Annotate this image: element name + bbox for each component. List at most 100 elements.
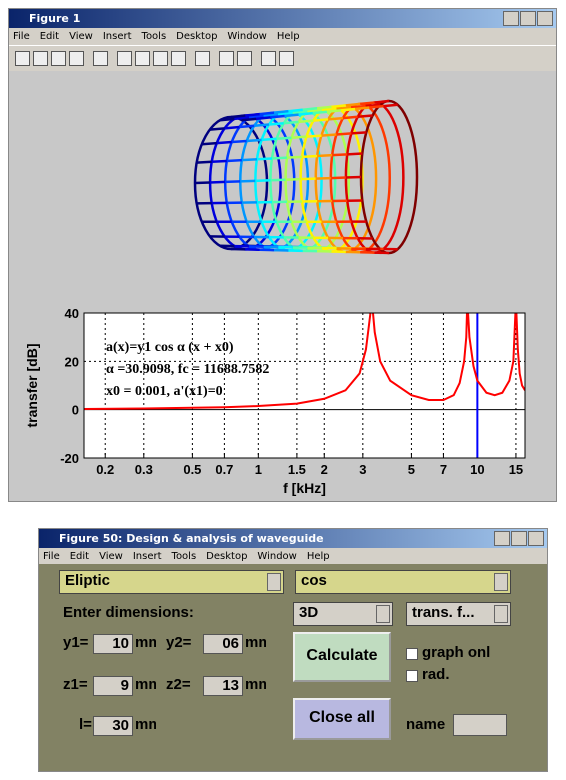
menu-item[interactable]: View — [99, 551, 123, 562]
tool-icon[interactable] — [69, 51, 84, 66]
menu-item[interactable]: Tools — [142, 31, 167, 42]
tool-icon[interactable] — [15, 51, 30, 66]
tool-icon[interactable] — [219, 51, 234, 66]
menu-item[interactable]: Help — [277, 31, 300, 42]
annotation: a(x)=y1 cos α (x + x0) — [106, 340, 234, 355]
tool-icon[interactable] — [93, 51, 108, 66]
minimize[interactable] — [503, 11, 519, 26]
tool-icon[interactable] — [51, 51, 66, 66]
surface-line — [262, 139, 277, 140]
minimize[interactable] — [494, 531, 510, 546]
menu-item[interactable]: File — [13, 31, 30, 42]
maximize[interactable] — [520, 11, 536, 26]
x-tick-label: 3 — [359, 462, 366, 477]
edit-box[interactable] — [453, 714, 507, 736]
maximize[interactable] — [511, 531, 527, 546]
surface-line — [327, 110, 341, 111]
edit-box[interactable]: 13 — [203, 676, 243, 696]
checkbox[interactable]: rad. — [406, 666, 450, 683]
view-popup[interactable]: 3D — [293, 602, 393, 626]
plot: 0.20.30.50.711.523571015-2002040a(x)=y1 … — [9, 71, 556, 501]
x-axis-label: f [kHz] — [283, 480, 326, 496]
screenshot: Figure 1 File Edit View Insert Tools Desktop W… — [0, 0, 566, 780]
surface-line — [231, 116, 245, 117]
menu-item[interactable]: Window — [227, 31, 266, 42]
surface-line — [255, 180, 270, 181]
edit-box[interactable]: 9 — [93, 676, 133, 696]
surface-line — [384, 105, 398, 106]
y-tick-label: -20 — [60, 451, 79, 466]
surface-line — [301, 179, 316, 180]
x-tick-label: 0.5 — [183, 462, 201, 477]
menu-item[interactable]: Window — [257, 551, 296, 562]
tool-icon[interactable] — [237, 51, 252, 66]
menu-item[interactable]: View — [69, 31, 93, 42]
annotation: x0 = 0.001, a'(x1)=0 — [106, 384, 223, 399]
tool-icon[interactable] — [171, 51, 186, 66]
label: z1= — [63, 676, 88, 693]
surface-line — [341, 109, 355, 110]
tool-icon[interactable] — [135, 51, 150, 66]
surface-line — [317, 107, 331, 108]
unit: mm — [245, 676, 266, 693]
calculate-button[interactable]: Calculate — [293, 632, 391, 682]
checkbox[interactable]: graph onl — [406, 644, 490, 661]
tool-icon[interactable] — [117, 51, 132, 66]
tool-icon[interactable] — [153, 51, 168, 66]
unit: mm — [135, 634, 156, 651]
tool-icon[interactable] — [279, 51, 294, 66]
shape-popup[interactable]: Eliptic — [59, 570, 284, 594]
tool-icon[interactable] — [33, 51, 48, 66]
surface-line — [317, 155, 332, 156]
surface-line — [321, 134, 336, 135]
tool-icon[interactable] — [195, 51, 210, 66]
close[interactable] — [528, 531, 544, 546]
surface-line — [270, 116, 284, 117]
surface-line — [256, 117, 270, 118]
surface-line — [375, 101, 389, 102]
tool-icon[interactable] — [261, 51, 276, 66]
surface-line — [217, 142, 232, 143]
menu-item[interactable]: Desktop — [176, 31, 217, 42]
menu-item[interactable]: File — [43, 551, 60, 562]
menu-item[interactable]: Edit — [40, 31, 59, 42]
surface-line — [210, 128, 225, 129]
gui-body: Eliptic cos Enter dimensions: 3D trans. … — [39, 564, 547, 771]
edit-box[interactable]: 10 — [93, 634, 133, 654]
menu-item[interactable]: Insert — [133, 551, 162, 562]
surface-line — [285, 115, 299, 116]
menu-item[interactable]: Edit — [70, 551, 89, 562]
x-tick-label: 0.2 — [96, 462, 114, 477]
function-popup[interactable]: cos — [295, 570, 511, 594]
menu-item[interactable]: Desktop — [206, 551, 247, 562]
x-tick-label: 7 — [440, 462, 447, 477]
surface-line — [332, 105, 346, 106]
close-button[interactable]: Close all — [293, 698, 391, 740]
surface-line — [331, 178, 346, 179]
surface-line — [274, 111, 288, 112]
label: l= — [79, 716, 92, 733]
surface-line — [195, 182, 210, 183]
edit-box[interactable]: 06 — [203, 634, 243, 654]
menu-item[interactable]: Tools — [172, 551, 197, 562]
unit: mm — [135, 716, 156, 733]
surface-line — [277, 138, 292, 139]
surface-line — [242, 159, 257, 160]
surface-line — [299, 113, 313, 114]
label: y1= — [63, 634, 88, 651]
surface-line — [260, 113, 274, 114]
plot-popup[interactable]: trans. f... — [406, 602, 511, 626]
menu-item[interactable]: Insert — [103, 31, 132, 42]
surface-line — [227, 160, 242, 161]
edit-box[interactable]: 30 — [93, 716, 133, 736]
title-bar: Figure 1 — [9, 9, 556, 28]
title-bar: Figure 50: Design & analysis of waveguid… — [39, 529, 547, 548]
surface-line — [369, 106, 383, 107]
surface-line — [302, 156, 317, 157]
surface-line — [240, 181, 255, 182]
menu-item[interactable]: Help — [307, 551, 330, 562]
menu-bar: File Edit View Insert Tools Desktop Window Help — [39, 548, 547, 564]
surface-line — [332, 154, 347, 155]
close[interactable] — [537, 11, 553, 26]
x-tick-label: 2 — [321, 462, 328, 477]
